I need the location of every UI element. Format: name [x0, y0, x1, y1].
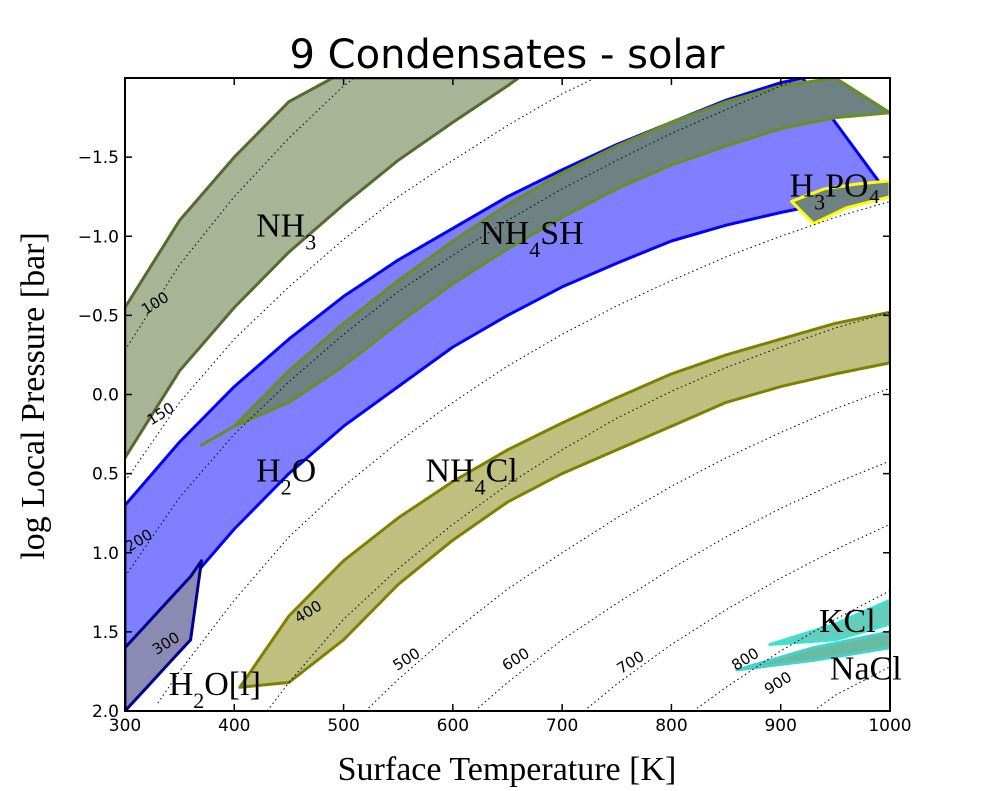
x-axis-label: Surface Temperature [K]	[338, 751, 677, 788]
region-label-nh4cl: NH4Cl	[426, 453, 518, 500]
x-tick-label: 1000	[868, 716, 911, 736]
region-label-h2o-l: H2O[l]	[169, 666, 261, 713]
x-tick-label: 300	[109, 716, 141, 736]
region-h3po4	[790, 179, 890, 226]
y-axis-label: log Local Pressure [bar]	[15, 232, 52, 560]
x-axis: 300 400 500 600 700 800 900 1000	[109, 78, 912, 736]
region-nh4sh	[200, 78, 890, 447]
isotherm-100	[125, 78, 355, 351]
y-tick-label: 1.0	[92, 544, 119, 564]
x-tick-label: 500	[327, 716, 359, 736]
isotherm-900	[813, 666, 890, 711]
region-h2o-l	[125, 559, 203, 711]
isotherm-200	[125, 78, 803, 577]
x-tick-label: 400	[218, 716, 250, 736]
x-tick-label: 600	[437, 716, 469, 736]
region-nh3	[125, 78, 520, 460]
region-label-nh3: NH3	[256, 207, 316, 254]
isotherm-label-700: 700	[614, 647, 648, 677]
region-kcl	[768, 598, 890, 646]
isotherm-500	[365, 387, 890, 711]
x-tick-label: 900	[764, 716, 796, 736]
x-tick-label: 800	[655, 716, 687, 736]
y-axis: −1.5 −1.0 −0.5 0.0 0.5 1.0 1.5 2.0	[78, 148, 890, 722]
region-label-h2o: H2O	[256, 453, 316, 500]
y-tick-label: 0.5	[92, 465, 119, 485]
isotherm-600	[474, 460, 890, 711]
y-tick-label: −0.5	[78, 306, 119, 326]
y-tick-label: −1.0	[78, 227, 119, 247]
region-label-h3po4: H3PO₄	[790, 168, 881, 215]
y-tick-label: 1.5	[92, 623, 119, 643]
y-tick-label: 2.0	[92, 702, 119, 722]
isotherm-label-600: 600	[499, 644, 533, 674]
region-label-nh4sh: NH4SH	[480, 215, 584, 262]
isotherm-400	[266, 311, 890, 711]
y-tick-label: 0.0	[92, 386, 119, 406]
isotherm-label-900: 900	[761, 668, 795, 698]
isotherms-layer	[125, 78, 890, 711]
isotherm-800	[693, 590, 890, 711]
y-tick-label: −1.5	[78, 148, 119, 168]
region-nacl	[735, 630, 890, 672]
region-label-kcl: KCl	[819, 603, 876, 640]
regions-layer	[125, 78, 890, 711]
isotherm-label-500: 500	[390, 644, 424, 674]
x-tick-label: 700	[546, 716, 578, 736]
isotherm-150	[125, 78, 596, 482]
chart-title: 9 Condensates - solar	[290, 32, 726, 78]
region-nh4cl	[238, 310, 890, 689]
